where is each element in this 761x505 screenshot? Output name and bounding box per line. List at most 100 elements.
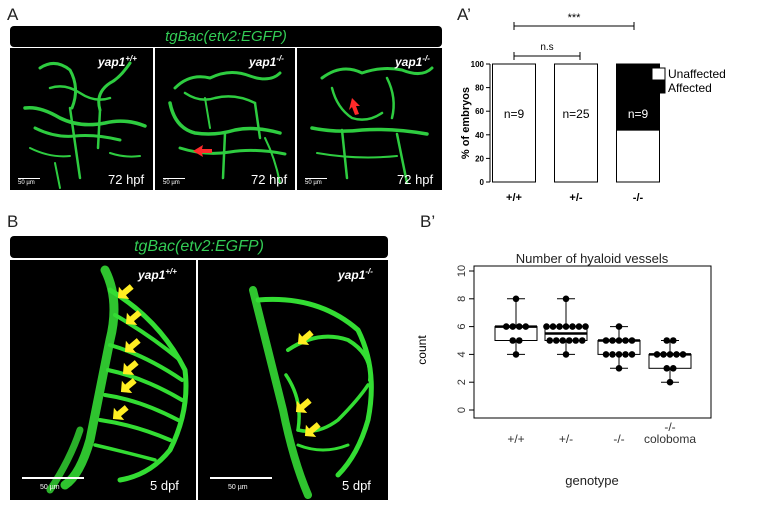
panel-b-banner-text: tgBac(etv2:EGFP) — [134, 238, 264, 255]
y-tick-label: 0 — [480, 178, 485, 187]
hyaloid-vessels-wildtype — [46, 265, 189, 494]
bar-unaffected-2 — [616, 129, 660, 183]
genotype-label: yap1-/- — [395, 54, 430, 69]
data-point — [679, 351, 687, 358]
x-tick-label: +/- — [569, 192, 582, 204]
y-tick-label: 40 — [475, 131, 484, 140]
bar-data-label: n=25 — [562, 107, 589, 121]
scale-bar — [305, 178, 327, 179]
panel-label-b: B — [7, 212, 19, 231]
panel-b-image-2: yap1-/- 5 dpf 50 µm — [198, 260, 388, 500]
bar-unaffected-1 — [554, 63, 598, 183]
data-point — [673, 351, 680, 358]
data-point — [666, 378, 674, 386]
data-point — [622, 351, 629, 358]
bar-unaffected-0 — [492, 63, 536, 183]
data-point — [565, 337, 573, 344]
panel-a-image-3: yap1-/- 72 hpf 50 µm — [297, 48, 442, 190]
panel-label-a-prime: A’ — [457, 5, 471, 24]
data-point — [549, 323, 557, 330]
scale-bar — [18, 178, 40, 179]
scale-bar-label: 50 µm — [40, 484, 60, 491]
y-tick-label: 8 — [456, 296, 468, 302]
bar-chart-affected-embryos: *** n.s 0 20 40 60 80 100 % of embryos n=9 n=2… — [460, 12, 726, 204]
vessel-network-mutant-2 — [310, 66, 434, 185]
data-point — [552, 337, 560, 344]
data-point — [663, 365, 671, 372]
scale-bar-label: 50 µm — [18, 180, 35, 186]
data-point — [569, 323, 576, 330]
vessel-network-mutant-1 — [168, 71, 287, 184]
data-point — [575, 323, 583, 330]
significance-top: *** — [568, 12, 582, 24]
arrow-icon — [349, 98, 360, 115]
legend-swatch-unaffected — [651, 67, 666, 81]
data-point — [522, 323, 530, 330]
x-tick-label: -/- — [664, 420, 675, 434]
data-point — [660, 351, 667, 358]
legend-label-affected: Affected — [668, 81, 712, 95]
scale-bar-label: 50 µm — [305, 180, 322, 186]
x-tick-label: -/- — [613, 432, 624, 446]
stage-label: 72 hpf — [397, 172, 434, 187]
arrow-icons — [112, 284, 142, 421]
vessel-network-wildtype — [23, 61, 147, 189]
data-point — [615, 323, 623, 330]
data-point — [628, 351, 636, 358]
scale-bar — [210, 477, 272, 479]
panel-label-b-prime: B’ — [420, 212, 436, 231]
legend-swatch-affected — [651, 80, 666, 94]
data-point — [663, 337, 671, 344]
y-tick-label: 60 — [475, 107, 484, 116]
y-tick-label: 20 — [475, 154, 484, 163]
data-point — [578, 337, 586, 344]
data-point — [622, 337, 629, 344]
data-point — [562, 323, 570, 330]
data-point — [609, 337, 616, 344]
scale-bar-label: 50 µm — [163, 180, 180, 186]
data-point — [628, 337, 636, 344]
chart-title: Number of hyaloid vessels — [516, 251, 669, 266]
data-point — [615, 337, 623, 344]
significance-mid: n.s — [540, 42, 553, 53]
bar-data-label: n=9 — [504, 107, 525, 121]
panel-a-image-2: yap1-/- 72 hpf 50 µm — [155, 48, 295, 190]
panel-a-image-1: yap1+/+ 72 hpf 50 µm — [10, 48, 153, 190]
y-tick-label: 10 — [456, 265, 468, 277]
y-tick-label: 2 — [456, 379, 468, 385]
scale-bar — [163, 178, 185, 179]
data-point — [582, 323, 589, 330]
x-tick-label: +/+ — [506, 192, 522, 204]
data-point — [669, 337, 677, 344]
data-point — [669, 365, 677, 372]
data-point — [509, 337, 517, 344]
scale-bar — [22, 477, 84, 479]
arrow-icon — [193, 145, 212, 157]
stage-label: 72 hpf — [251, 172, 288, 187]
data-point — [515, 323, 523, 330]
arrow-icons — [295, 330, 321, 438]
genotype-label: yap1+/+ — [98, 54, 137, 69]
y-axis-label: % of embryos — [460, 87, 472, 159]
stage-label: 72 hpf — [108, 172, 145, 187]
stage-label: 5 dpf — [342, 478, 371, 493]
x-tick-label: +/+ — [507, 432, 524, 446]
y-tick-label: 6 — [456, 324, 468, 330]
data-point — [543, 323, 550, 330]
panel-a-banner-text: tgBac(etv2:EGFP) — [165, 28, 287, 45]
data-point — [615, 365, 623, 372]
y-axis-label: count — [415, 335, 429, 365]
genotype-label: yap1-/- — [338, 267, 373, 282]
data-point — [602, 337, 610, 344]
x-axis-label: genotype — [565, 473, 619, 488]
scale-bar-label: 50 µm — [228, 484, 248, 491]
data-point — [602, 351, 610, 358]
stage-label: 5 dpf — [150, 478, 179, 493]
y-tick-label: 0 — [456, 407, 468, 413]
data-point — [653, 351, 661, 358]
data-point — [562, 295, 570, 303]
y-tick-label: 4 — [456, 351, 468, 357]
box-0 — [494, 326, 538, 342]
panel-a-banner: tgBac(etv2:EGFP) — [10, 26, 442, 47]
